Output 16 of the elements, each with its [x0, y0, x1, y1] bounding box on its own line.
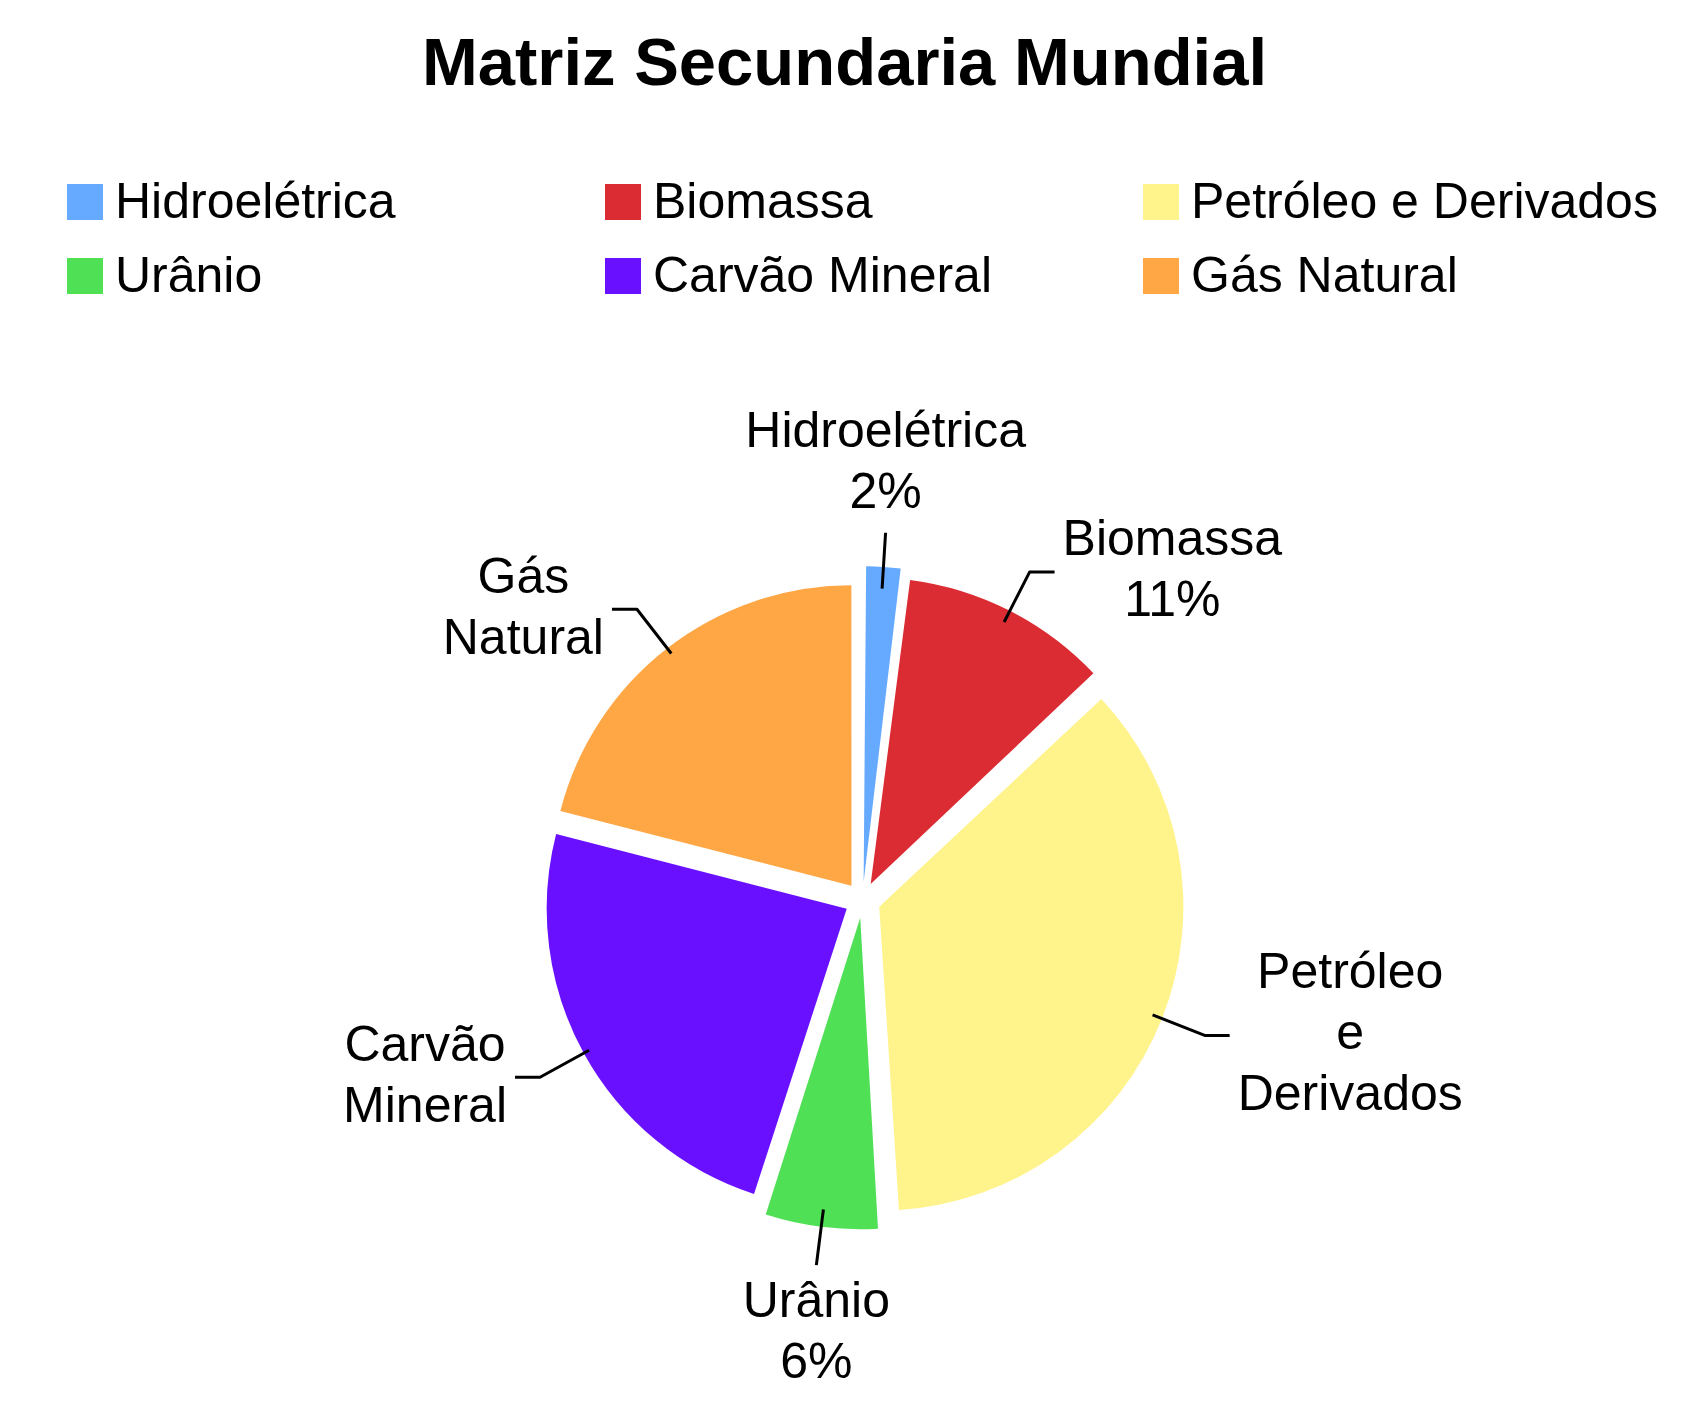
slice-label: Petróleo e Derivados	[1237, 943, 1463, 1122]
slice-label: Biomassa	[1062, 510, 1283, 567]
legend-label: Carvão Mineral	[653, 246, 993, 303]
slice-label: Carvão Mineral	[343, 1015, 508, 1133]
legend-label: Gás Natural	[1191, 246, 1458, 303]
legend-label: Hidroelétrica	[115, 172, 396, 229]
chart-title: Matriz Secundaria Mundial	[421, 24, 1268, 100]
slice-label: Hidroelétrica	[745, 402, 1027, 459]
data-label: 6%	[780, 1333, 853, 1390]
data-label: 11%	[1124, 571, 1221, 628]
data-label: 2%	[849, 463, 922, 520]
slice-label: Gás Natural	[442, 547, 604, 665]
legend-label: Urânio	[115, 246, 263, 303]
slice-label: Urânio	[742, 1272, 891, 1329]
legend-label: Petróleo e Derivados	[1191, 172, 1658, 229]
legend-label: Biomassa	[653, 172, 873, 229]
